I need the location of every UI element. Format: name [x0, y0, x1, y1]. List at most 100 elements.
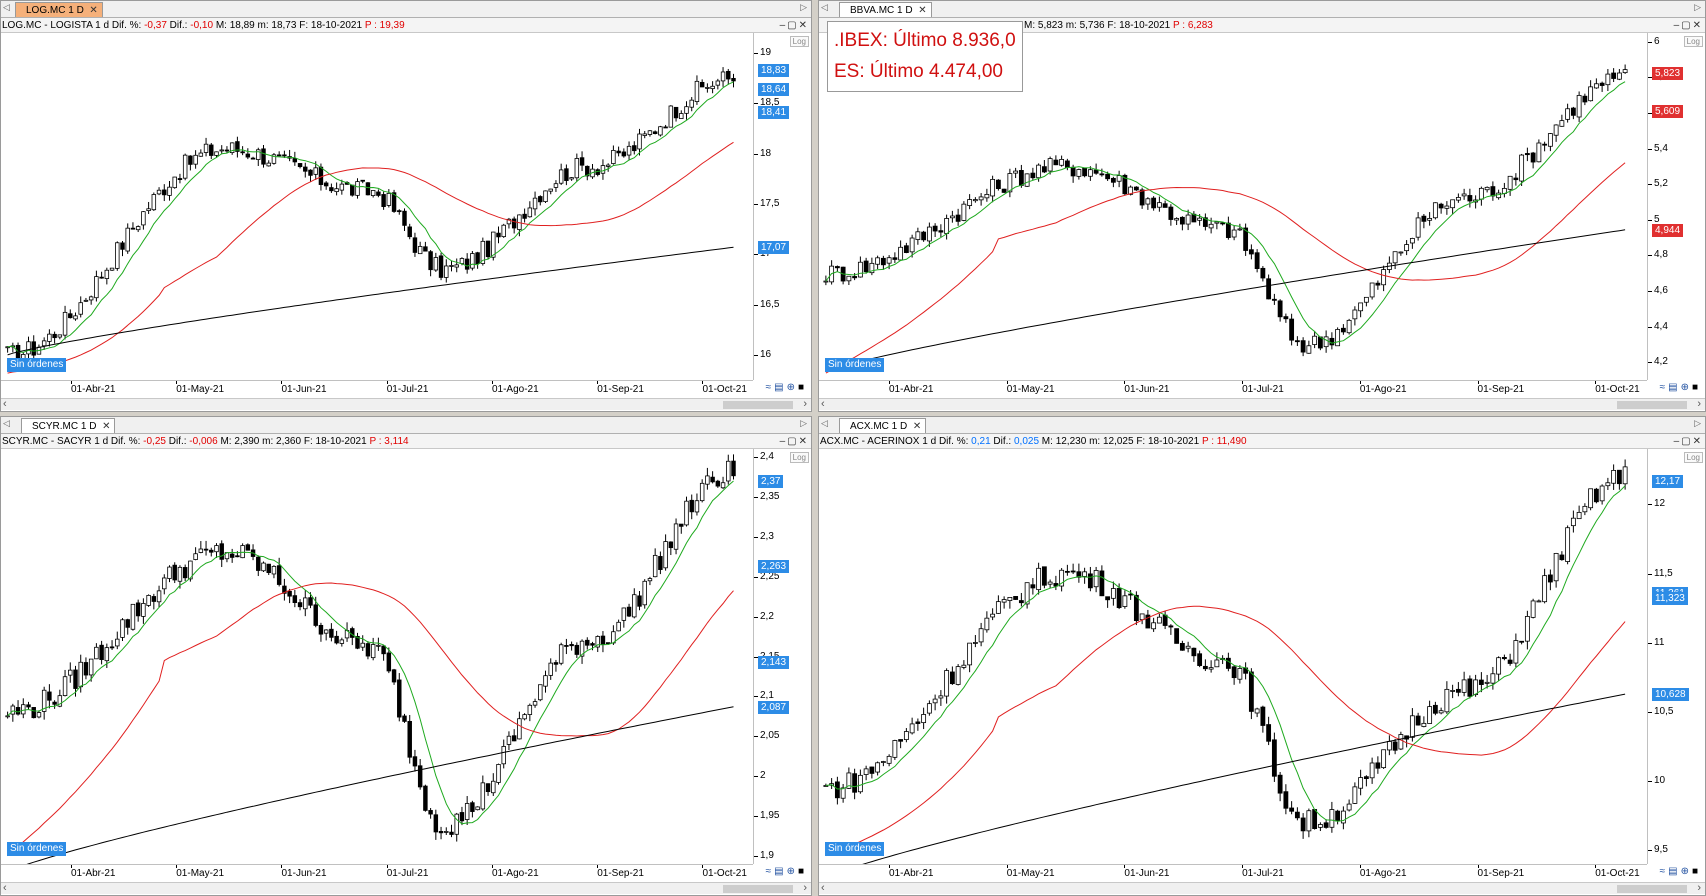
- price-tick-label: 19: [753, 47, 772, 59]
- price-chart-area[interactable]: [1, 449, 753, 864]
- minimize-icon[interactable]: –: [779, 20, 788, 31]
- horizontal-scrollbar[interactable]: ‹ ›: [1, 398, 811, 410]
- pin-icon[interactable]: ⊕: [1680, 382, 1692, 393]
- close-tab-icon[interactable]: ✕: [102, 421, 111, 432]
- scroll-left-icon[interactable]: ‹: [3, 398, 7, 410]
- scroll-right-icon[interactable]: ›: [803, 398, 807, 410]
- log-scale-button[interactable]: Log: [1683, 36, 1703, 47]
- candle: [506, 731, 512, 751]
- log-scale-button[interactable]: Log: [789, 36, 809, 47]
- orders-status-badge[interactable]: Sin órdenes: [825, 358, 885, 372]
- chart-panel-log[interactable]: ◁ LOG.MC 1 D ✕ ▷ LOG.MC - LOGISTA 1 d Dif. %…: [0, 0, 812, 412]
- tab-scyr[interactable]: SCYR.MC 1 D ✕: [21, 418, 116, 433]
- time-axis[interactable]: 01-Abr-21 01-May-21 01-Jun-21 01-Jul-21 01-A…: [1, 380, 753, 398]
- tab-scroll-right-icon[interactable]: ▷: [800, 2, 807, 12]
- candle: [1191, 211, 1197, 223]
- scroll-thumb[interactable]: [1617, 885, 1687, 893]
- time-axis[interactable]: 01-Abr-21 01-May-21 01-Jun-21 01-Jul-21 01-A…: [819, 864, 1647, 882]
- price-axis[interactable]: Log1918,51817,51716,51618,8318,6418,4117…: [753, 33, 811, 380]
- restore-icon[interactable]: ▢: [1681, 20, 1693, 31]
- candle: [261, 561, 266, 572]
- orders-status-badge[interactable]: Sin órdenes: [825, 842, 885, 856]
- price-chart-area[interactable]: [819, 449, 1647, 864]
- tab-bbva[interactable]: BBVA.MC 1 D ✕: [839, 2, 932, 17]
- chart-panel-bbva[interactable]: ◁ BBVA.MC 1 D ✕ ▷ M: 5,823 m: 5,736 F: 18-10…: [818, 0, 1706, 412]
- indicator-icon[interactable]: ≈: [1659, 382, 1669, 393]
- horizontal-scrollbar[interactable]: ‹ ›: [819, 882, 1705, 894]
- color-swatch-icon[interactable]: ■: [1691, 866, 1701, 877]
- tab-scroll-right-icon[interactable]: ▷: [1694, 2, 1701, 12]
- log-scale-button[interactable]: Log: [1683, 452, 1703, 463]
- tab-scroll-right-icon[interactable]: ▷: [1694, 418, 1701, 428]
- orders-status-badge[interactable]: Sin órdenes: [7, 358, 67, 372]
- close-icon[interactable]: ✕: [798, 436, 809, 447]
- restore-icon[interactable]: ▢: [787, 20, 799, 31]
- date-tick-label: 01-May-21: [176, 381, 225, 395]
- save-icon[interactable]: ▤: [1668, 866, 1681, 877]
- time-axis[interactable]: 01-Abr-21 01-May-21 01-Jun-21 01-Jul-21 01-A…: [1, 864, 753, 882]
- indicator-icon[interactable]: ≈: [765, 866, 775, 877]
- minimize-icon[interactable]: –: [1673, 20, 1682, 31]
- close-tab-icon[interactable]: ✕: [89, 5, 98, 16]
- candle: [647, 576, 653, 586]
- chart-panel-acx[interactable]: ◁ ACX.MC 1 D ✕ ▷ ACX.MC - ACERINOX 1 d Dif. …: [818, 416, 1706, 896]
- scroll-left-icon[interactable]: ‹: [821, 398, 825, 410]
- chart-panel-scyr[interactable]: ◁ SCYR.MC 1 D ✕ ▷ SCYR.MC - SACYR 1 d Dif. %…: [0, 416, 812, 896]
- orders-status-badge[interactable]: Sin órdenes: [7, 842, 67, 856]
- minimize-icon[interactable]: –: [779, 436, 788, 447]
- tab-acx[interactable]: ACX.MC 1 D ✕: [839, 418, 927, 433]
- tab-scroll-left-icon[interactable]: ◁: [821, 2, 828, 12]
- tab-scroll-left-icon[interactable]: ◁: [821, 418, 828, 428]
- tab-scroll-right-icon[interactable]: ▷: [800, 418, 807, 428]
- close-tab-icon[interactable]: ✕: [918, 5, 927, 16]
- candle: [903, 728, 909, 743]
- candle: [1599, 81, 1605, 92]
- time-axis[interactable]: 01-Abr-21 01-May-21 01-Jun-21 01-Jul-21 01-A…: [819, 380, 1647, 398]
- scroll-thumb[interactable]: [723, 885, 793, 893]
- price-chart-area[interactable]: [1, 33, 753, 380]
- minimize-icon[interactable]: –: [1673, 436, 1682, 447]
- close-icon[interactable]: ✕: [1692, 436, 1703, 447]
- pin-icon[interactable]: ⊕: [786, 866, 798, 877]
- color-swatch-icon[interactable]: ■: [797, 866, 807, 877]
- scroll-thumb[interactable]: [723, 401, 793, 409]
- log-scale-button[interactable]: Log: [789, 452, 809, 463]
- candle: [1139, 613, 1145, 625]
- tab-scroll-left-icon[interactable]: ◁: [3, 2, 10, 12]
- pin-icon[interactable]: ⊕: [1680, 866, 1692, 877]
- color-swatch-icon[interactable]: ■: [1691, 382, 1701, 393]
- scroll-left-icon[interactable]: ‹: [821, 882, 825, 894]
- candle: [193, 150, 198, 169]
- indicator-icon[interactable]: ≈: [765, 382, 775, 393]
- restore-icon[interactable]: ▢: [787, 436, 799, 447]
- price-axis[interactable]: Log65,85,65,45,254,84,64,44,25,8235,6094…: [1647, 33, 1705, 380]
- price-axis[interactable]: Log1211,51110,5109,512,1711,36111,32310,…: [1647, 449, 1705, 864]
- close-tab-icon[interactable]: ✕: [912, 421, 922, 432]
- candle: [626, 603, 632, 618]
- candle: [1352, 306, 1358, 326]
- color-swatch-icon[interactable]: ■: [797, 382, 807, 393]
- candle: [68, 662, 73, 683]
- scroll-right-icon[interactable]: ›: [1697, 882, 1701, 894]
- horizontal-scrollbar[interactable]: ‹ ›: [1, 882, 811, 894]
- scroll-left-icon[interactable]: ‹: [3, 882, 7, 894]
- save-icon[interactable]: ▤: [774, 382, 787, 393]
- candle: [553, 180, 559, 192]
- tab-log[interactable]: LOG.MC 1 D ✕: [15, 2, 103, 17]
- close-icon[interactable]: ✕: [798, 20, 809, 31]
- close-icon[interactable]: ✕: [1692, 20, 1703, 31]
- candle: [224, 146, 230, 154]
- restore-icon[interactable]: ▢: [1681, 436, 1693, 447]
- scroll-thumb[interactable]: [1617, 401, 1687, 409]
- scroll-right-icon[interactable]: ›: [803, 882, 807, 894]
- scroll-right-icon[interactable]: ›: [1697, 398, 1701, 410]
- price-axis[interactable]: Log 2,4 2,35 2,3 2,25 2,2 2,15 2,1 2,05 2 1,95 1,9 2…: [753, 449, 811, 864]
- save-icon[interactable]: ▤: [1668, 382, 1681, 393]
- info-p: 6,283: [1187, 20, 1213, 31]
- horizontal-scrollbar[interactable]: ‹ ›: [819, 398, 1705, 410]
- indicator-icon[interactable]: ≈: [1659, 866, 1669, 877]
- candle: [1271, 732, 1277, 782]
- save-icon[interactable]: ▤: [774, 866, 787, 877]
- pin-icon[interactable]: ⊕: [786, 382, 798, 393]
- tab-scroll-left-icon[interactable]: ◁: [3, 418, 10, 428]
